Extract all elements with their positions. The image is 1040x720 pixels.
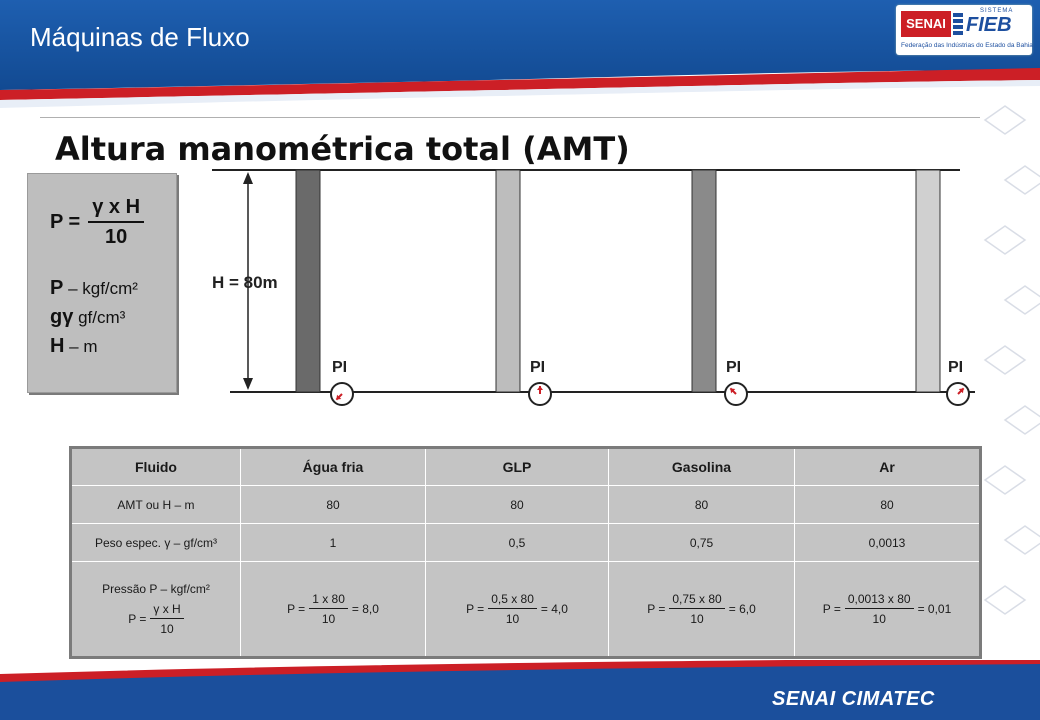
header-agua-fria: Água fria bbox=[240, 447, 426, 486]
logo-fieb: FIEB bbox=[966, 14, 1012, 36]
row-label-amt: AMT ou H – m bbox=[70, 485, 241, 524]
tank-layer: PI PI PI PI bbox=[295, 169, 970, 406]
gauge-needle-head bbox=[958, 388, 964, 394]
header-gasolina: Gasolina bbox=[608, 447, 795, 486]
cell-amt: 80 bbox=[794, 485, 981, 524]
gauge-label: PI bbox=[332, 359, 347, 376]
formula-box: P = γ x H 10 P – kgf/cm² gγ gf/cm³ H – m bbox=[27, 173, 177, 393]
cell-amt: 80 bbox=[608, 485, 795, 524]
tank-pipe bbox=[691, 169, 717, 393]
pressao-label: Pressão P – kgf/cm² bbox=[102, 582, 210, 596]
header-title: Máquinas de Fluxo bbox=[30, 22, 250, 52]
footer-brand: SENAI CIMATEC bbox=[772, 688, 935, 710]
cell-pressao: P = 0,75 x 80 10 = 6,0 bbox=[608, 561, 795, 658]
pressao-formula: P = γ x H 10 bbox=[128, 602, 184, 636]
gauge-needle-head bbox=[537, 386, 543, 390]
formula-unit-p: P – kgf/cm² bbox=[50, 277, 138, 299]
table-row: Pressão P – kgf/cm² P = γ x H 10 P = 1 x 8… bbox=[70, 561, 981, 658]
header-ar: Ar bbox=[794, 447, 981, 486]
cell-amt: 80 bbox=[240, 485, 426, 524]
logo-bars-icon bbox=[953, 13, 963, 35]
tank-pipe bbox=[495, 169, 521, 393]
logo-senai: SENAI bbox=[901, 11, 951, 37]
header-band bbox=[0, 0, 1040, 108]
cell-peso: 0,5 bbox=[425, 523, 609, 562]
gauge-needle-head bbox=[336, 394, 342, 400]
cell-amt: 80 bbox=[425, 485, 609, 524]
header-glp: GLP bbox=[425, 447, 609, 486]
gauge-label: PI bbox=[948, 359, 963, 376]
senai-fieb-logo: SENAI SISTEMA FIEB Federação das Indústr… bbox=[896, 5, 1033, 55]
height-arrow-top bbox=[243, 172, 253, 184]
gauge-label: PI bbox=[530, 359, 545, 376]
table-row: Peso espec. γ – gf/cm³ 1 0,5 0,75 0,0013 bbox=[70, 523, 981, 562]
gauge-label: PI bbox=[726, 359, 741, 376]
cell-peso: 1 bbox=[240, 523, 426, 562]
logo-federation: Federação das Indústrias do Estado da Ba… bbox=[901, 42, 1033, 49]
footer-band bbox=[0, 660, 1040, 720]
cell-peso: 0,0013 bbox=[794, 523, 981, 562]
formula-numerator: γ x H bbox=[88, 196, 145, 223]
height-label: H = 80m bbox=[212, 273, 278, 292]
header-fluido: Fluido bbox=[70, 447, 241, 486]
table-row: AMT ou H – m 80 80 80 80 bbox=[70, 485, 981, 524]
row-label-peso: Peso espec. γ – gf/cm³ bbox=[70, 523, 241, 562]
cell-pressao: P = 1 x 80 10 = 8,0 bbox=[240, 561, 426, 658]
slide-title: Altura manométrica total (AMT) bbox=[55, 130, 630, 168]
formula-unit-h: H – m bbox=[50, 335, 98, 357]
tanks-diagram: H = 80m PI PI PI PI bbox=[212, 169, 975, 406]
tank-pipe bbox=[295, 169, 321, 393]
fluid-table: Fluido Água fria GLP Gasolina Ar AMT ou … bbox=[69, 446, 982, 659]
cell-pressao: P = 0,5 x 80 10 = 4,0 bbox=[425, 561, 609, 658]
gauge-needle-head bbox=[730, 388, 736, 394]
title-divider bbox=[40, 117, 980, 118]
cell-peso: 0,75 bbox=[608, 523, 795, 562]
cell-pressao: P = 0,0013 x 80 10 = 0,01 bbox=[794, 561, 981, 658]
formula-p-label: P = bbox=[50, 211, 81, 233]
height-arrow-bottom bbox=[243, 378, 253, 390]
formula-denominator: 10 bbox=[105, 226, 128, 248]
decorative-pattern bbox=[983, 105, 1040, 615]
tank-pipe bbox=[915, 169, 941, 393]
row-label-pressao: Pressão P – kgf/cm² P = γ x H 10 bbox=[70, 561, 241, 658]
formula-unit-gamma: gγ gf/cm³ bbox=[50, 306, 126, 328]
logo-sistema: SISTEMA bbox=[980, 8, 1014, 14]
